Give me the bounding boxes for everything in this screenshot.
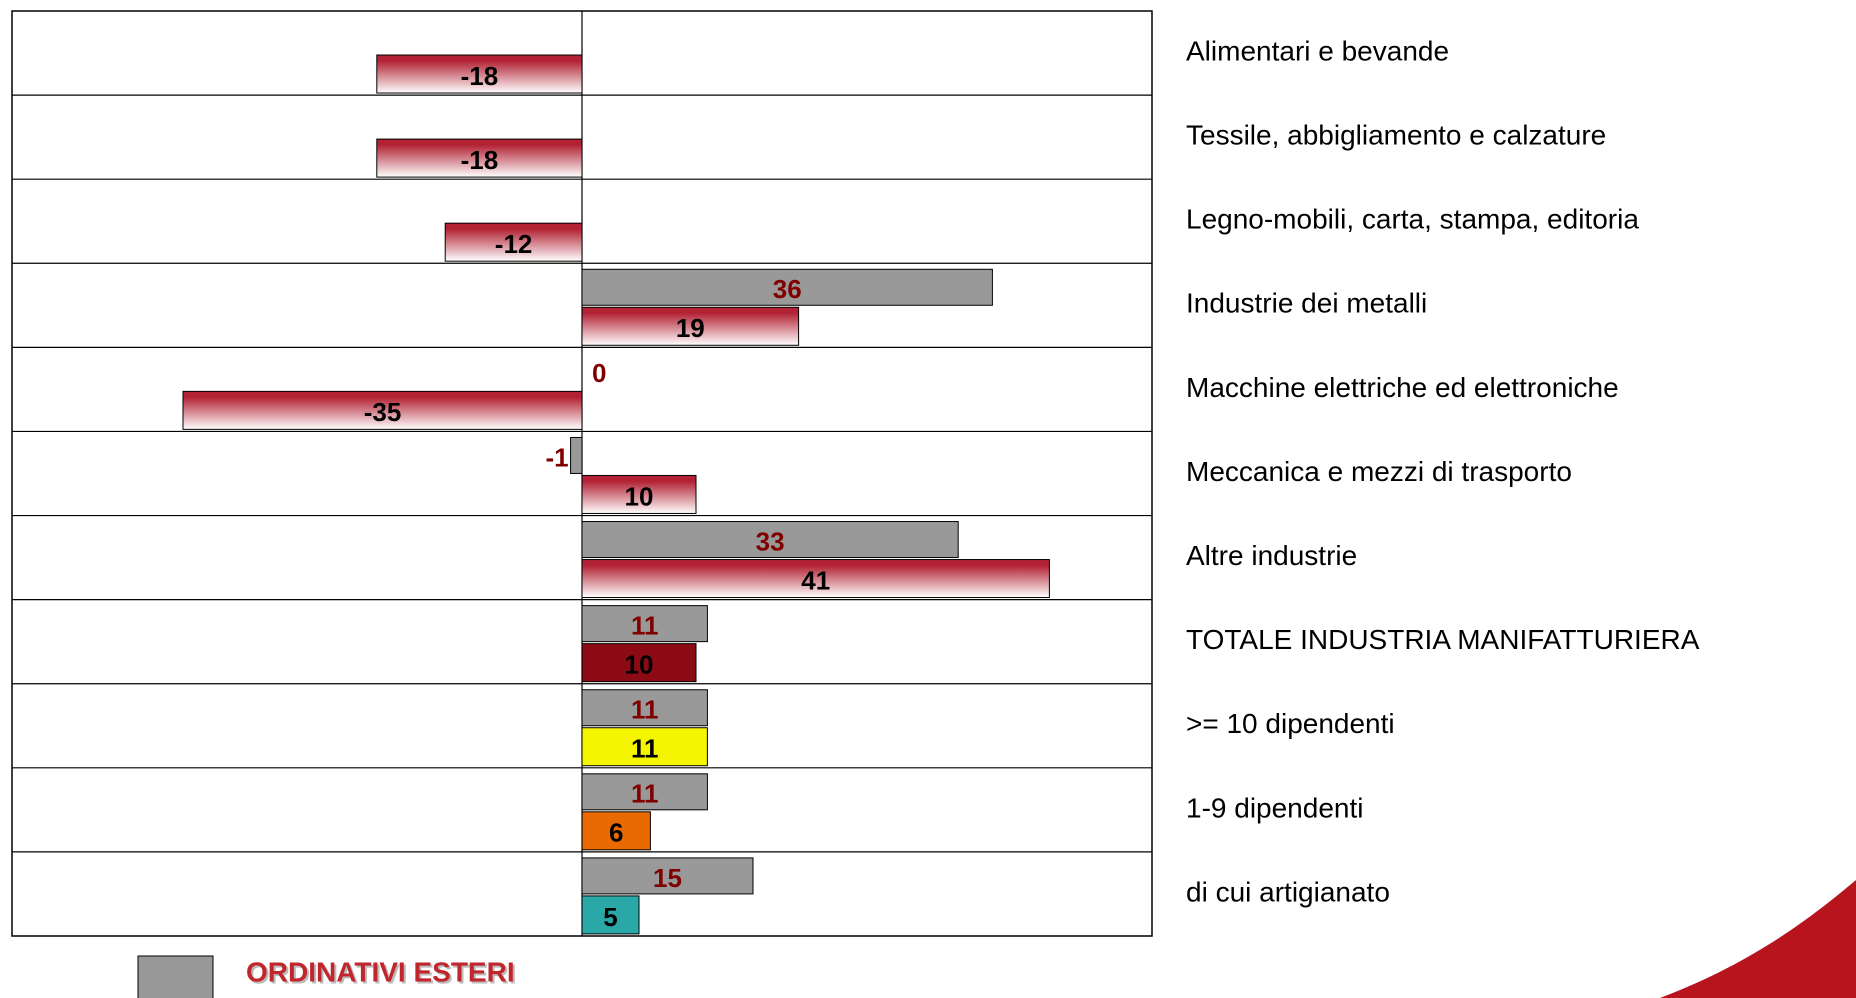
category-label: 1-9 dipendenti — [1186, 792, 1363, 823]
value-label: 0 — [592, 358, 606, 388]
category-label: Macchine elettriche ed elettroniche — [1186, 372, 1619, 403]
bar — [581, 559, 1050, 599]
bar — [376, 54, 583, 94]
bar — [581, 773, 708, 811]
bar — [581, 689, 708, 727]
legend-swatch — [137, 955, 214, 998]
value-label: 10 — [625, 650, 654, 680]
bar — [444, 222, 583, 262]
value-label: 11 — [631, 611, 659, 641]
bar — [182, 390, 583, 430]
bar — [581, 605, 708, 643]
bar — [581, 306, 800, 346]
category-label: di cui artigianato — [1186, 876, 1390, 907]
value-label: 10 — [625, 481, 654, 511]
value-label: 6 — [609, 818, 623, 848]
category-label: Tessile, abbigliamento e calzature — [1186, 120, 1606, 151]
bar — [581, 521, 959, 559]
value-label: 33 — [756, 526, 785, 556]
bar — [376, 138, 583, 178]
category-label: Legno-mobili, carta, stampa, editoria — [1186, 204, 1639, 235]
bar — [581, 895, 640, 935]
value-label: 36 — [773, 274, 802, 304]
value-label: -1 — [545, 442, 568, 472]
bar — [581, 857, 754, 895]
value-label: 15 — [653, 863, 682, 893]
value-label: -18 — [461, 61, 499, 91]
legend-label-shadow: ORDINATIVI ESTERI — [248, 958, 517, 989]
decoration — [1660, 880, 1856, 998]
category-label: >= 10 dipendenti — [1186, 708, 1395, 739]
bar — [581, 727, 708, 767]
value-label: -35 — [364, 397, 402, 427]
category-label: Meccanica e mezzi di trasporto — [1186, 456, 1572, 487]
legend-label: ORDINATIVI ESTERI — [246, 956, 515, 987]
bar — [581, 268, 993, 306]
bar — [581, 643, 697, 683]
value-label: 5 — [603, 902, 617, 932]
value-label: 11 — [631, 779, 659, 809]
bar — [570, 436, 583, 474]
value-label: 11 — [631, 695, 659, 725]
value-label: 11 — [631, 734, 659, 764]
value-label: -18 — [461, 145, 499, 175]
value-label: 19 — [676, 313, 705, 343]
value-label: -12 — [495, 229, 533, 259]
category-label: Altre industrie — [1186, 540, 1357, 571]
bar — [581, 474, 697, 514]
category-label: TOTALE INDUSTRIA MANIFATTURIERA — [1186, 624, 1700, 655]
category-label: Industrie dei metalli — [1186, 288, 1427, 319]
value-label: 41 — [801, 565, 830, 595]
category-label: Alimentari e bevande — [1186, 35, 1449, 66]
bar — [581, 811, 651, 851]
